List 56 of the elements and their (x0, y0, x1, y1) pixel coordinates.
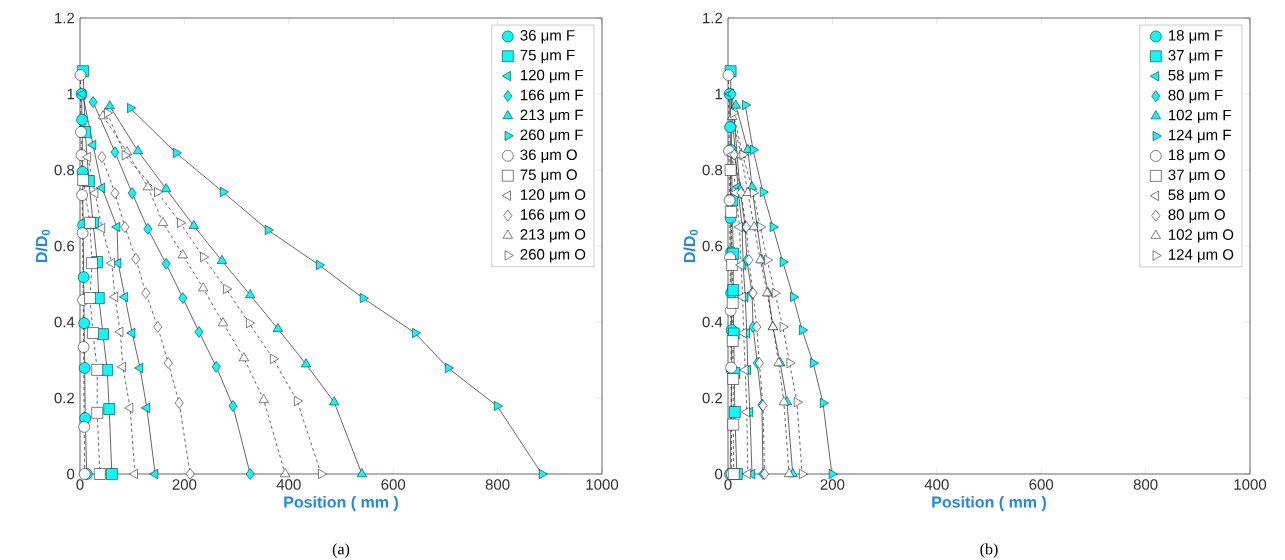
x-tick-label: 200 (820, 479, 845, 490)
x-tick-label: 400 (924, 479, 949, 490)
y-tick-label: 0 (715, 468, 723, 480)
x-tick-label: 1000 (1234, 479, 1267, 490)
legend-label: 120 μm F (520, 69, 583, 84)
legend-label: 213 μm O (520, 229, 586, 243)
y-axis-title: D/D$_{0}$ (35, 229, 50, 263)
y-axis-title: D/D$_{0}$ (683, 229, 698, 263)
legend-label: 18 μm O (1168, 149, 1225, 163)
legend-label: 58 μm O (1168, 189, 1225, 203)
x-tick-label: 600 (381, 479, 406, 490)
y-tick-label: 0 (67, 468, 75, 480)
text: (b) (980, 543, 998, 558)
x-tick-label: 0 (724, 479, 732, 490)
legend-label: 80 μm F (1168, 89, 1223, 104)
y-tick-label: 0.6 (702, 240, 723, 252)
legend-label: 75 μm F (520, 49, 575, 64)
y-tick-label: 1 (715, 88, 723, 100)
y-tick-label: 0.8 (702, 164, 723, 176)
x-tick-label: 800 (1133, 479, 1158, 490)
y-tick-label: 0.2 (702, 392, 723, 404)
y-tick-label: 0.2 (54, 392, 75, 404)
text: (a) (332, 543, 350, 558)
y-tick-label: 1.2 (703, 12, 723, 24)
legend-label: 36 μm O (520, 149, 577, 163)
legend-label: 58 μm F (1168, 69, 1223, 84)
legend-label: 213 μm F (520, 109, 583, 123)
legend-label: 166 μm O (520, 209, 586, 223)
x-tick-label: 0 (76, 479, 84, 490)
legend-label: 124 μm F (1168, 129, 1231, 143)
y-tick-label: 1 (67, 88, 75, 100)
legend-label: 37 μm O (1168, 169, 1225, 183)
x-tick-label: 200 (172, 479, 197, 490)
legend-label: 102 μm O (1168, 229, 1234, 243)
legend-label: 260 μm F (520, 129, 583, 143)
x-tick-label: 1000 (586, 479, 619, 490)
y-tick-label: 0.4 (702, 316, 723, 328)
x-axis-title: Position ( mm ) (284, 496, 398, 511)
x-tick-label: 400 (276, 479, 301, 490)
legend-label: 120 μm O (520, 189, 586, 203)
legend-label: 37 μm F (1168, 49, 1223, 64)
y-tick-label: 0.4 (54, 316, 75, 328)
legend-label: 36 μm F (520, 30, 575, 44)
y-tick-label: 1.2 (55, 12, 75, 24)
legend-label: 166 μm F (520, 89, 583, 103)
x-tick-label: 800 (485, 479, 510, 490)
legend-label: 124 μm O (1168, 249, 1234, 263)
legend-label: 80 μm O (1168, 209, 1225, 223)
y-tick-label: 0.6 (54, 240, 75, 252)
legend-label: 102 μm F (1168, 109, 1231, 124)
y-tick-label: 0.8 (54, 164, 75, 176)
x-axis-title: Position ( mm ) (932, 496, 1046, 511)
legend-label: 75 μm O (520, 169, 577, 183)
x-tick-label: 600 (1029, 479, 1054, 490)
legend-label: 18 μm F (1168, 30, 1223, 44)
legend-label: 260 μm O (520, 249, 586, 263)
